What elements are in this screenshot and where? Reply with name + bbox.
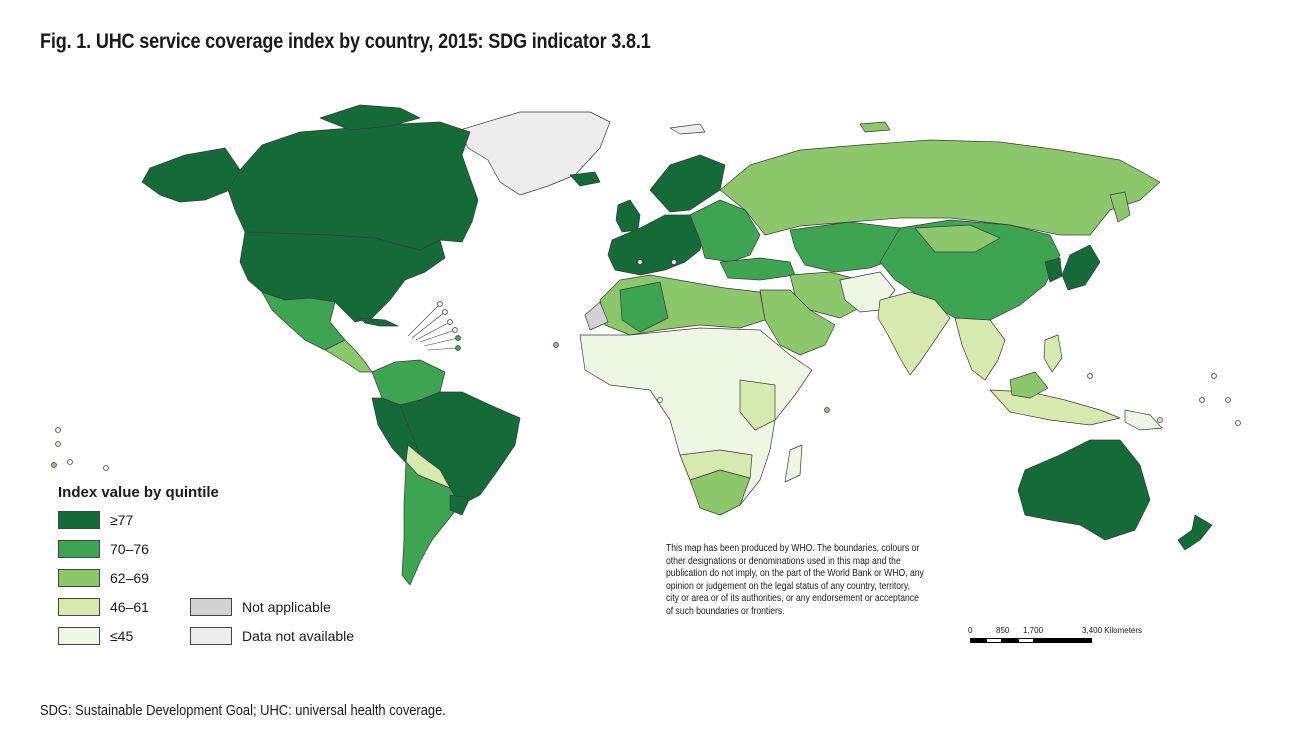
korea (1044, 257, 1063, 283)
island-marker (671, 259, 677, 265)
scale-label: 850 (996, 626, 1010, 635)
island-marker (455, 345, 461, 351)
island-marker (824, 407, 830, 413)
legend-label: ≥77 (110, 512, 134, 528)
kazakhstan (789, 221, 906, 273)
legend-label: Not applicable (242, 599, 331, 615)
cuba (359, 317, 399, 327)
legend-swatch (58, 598, 100, 616)
footnote: SDG: Sustainable Development Goal; UHC: … (40, 702, 446, 719)
legend-label: 46–61 (110, 599, 149, 615)
scale-label: 0 (968, 626, 973, 635)
argentina (401, 461, 461, 586)
southeast-asia (954, 317, 1006, 381)
legend: Index value by quintile ≥77 70–76 62–69 46–… (58, 484, 354, 645)
scale-segment (1034, 638, 1092, 643)
map-disclaimer: This map has been produced by WHO. The b… (666, 543, 924, 617)
island-marker (55, 427, 61, 433)
legend-swatch (190, 627, 232, 645)
legend-swatch (58, 540, 100, 558)
legend-label: 70–76 (110, 541, 149, 557)
legend-label: Data not available (242, 628, 355, 644)
eastern-europe (689, 199, 761, 263)
uruguay (449, 494, 471, 516)
island-marker (55, 441, 61, 447)
sub-saharan-africa (579, 327, 813, 516)
island-marker (1211, 373, 1217, 379)
legend-item: 46–61 (58, 597, 149, 617)
island-marker (452, 327, 458, 333)
legend-item: ≤45 (58, 626, 133, 646)
island-marker (67, 459, 73, 465)
island-marker (442, 309, 448, 315)
island-marker (1235, 420, 1241, 426)
svalbard (669, 123, 706, 135)
japan (1061, 244, 1101, 291)
legend-label: ≤45 (110, 628, 134, 644)
island-marker (1225, 397, 1231, 403)
india (877, 291, 951, 376)
papua-new-guinea (1124, 409, 1163, 431)
island-marker (637, 259, 643, 265)
china (879, 219, 1061, 321)
legend-item: 62–69 (58, 568, 149, 588)
island-marker (447, 319, 453, 325)
island-marker (553, 342, 559, 348)
legend-swatch (58, 511, 100, 529)
island-marker (1157, 417, 1163, 423)
western-europe (607, 214, 706, 276)
iceland (569, 171, 601, 187)
legend-swatch (58, 569, 100, 587)
canada-islands (319, 104, 421, 131)
legend-swatch (58, 627, 100, 645)
scale-label: 3,400 Kilometers (1082, 626, 1143, 635)
legend-title: Index value by quintile (58, 484, 219, 501)
alaska (141, 147, 241, 203)
island-marker (455, 335, 461, 341)
scale-segment (970, 638, 986, 643)
legend-item: ≥77 (58, 510, 133, 530)
island-marker (1087, 373, 1093, 379)
madagascar (784, 444, 803, 483)
legend-swatch (190, 598, 232, 616)
indonesia (989, 389, 1121, 426)
scale-segment (1002, 638, 1018, 643)
arctic-island (859, 121, 891, 133)
algeria (619, 281, 669, 333)
scale-segment (986, 638, 1002, 643)
uk (615, 199, 641, 233)
figure-title: Fig. 1. UHC service coverage index by co… (40, 30, 651, 53)
legend-label: 62–69 (110, 570, 149, 586)
central-america (324, 339, 373, 373)
island-marker (103, 465, 109, 471)
scale-segment (1018, 638, 1034, 643)
greenland (459, 111, 611, 196)
kamchatka (1109, 191, 1131, 223)
mongolia (914, 224, 1001, 253)
legend-item-extra: Data not available (190, 626, 354, 646)
australia (1017, 439, 1151, 541)
philippines (1043, 334, 1063, 373)
island-marker (1199, 397, 1205, 403)
east-africa (739, 379, 776, 431)
new-zealand (1177, 514, 1213, 551)
island-marker (437, 301, 443, 307)
saudi-arabia (759, 289, 836, 356)
turkey (719, 257, 796, 281)
legend-item: 70–76 (58, 539, 149, 559)
island-marker (51, 462, 57, 468)
legend-item-extra: Not applicable (190, 597, 331, 617)
canada (227, 121, 479, 251)
south-central-africa (679, 449, 753, 481)
western-sahara (584, 301, 609, 331)
island-marker (657, 397, 663, 403)
borneo (1009, 371, 1049, 399)
scale-label: 1,700 (1023, 626, 1044, 635)
russia (719, 139, 1161, 236)
